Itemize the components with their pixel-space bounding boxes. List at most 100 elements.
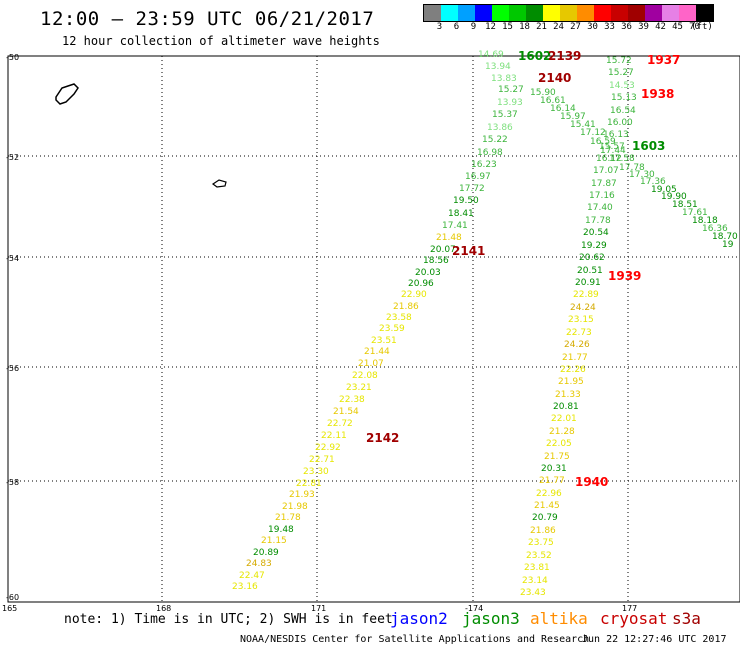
- swh-value-label: 21.98: [282, 502, 308, 512]
- lat-label-58: -58: [6, 478, 20, 487]
- time-label-1602: 1602: [518, 49, 552, 63]
- legend-swatch: [594, 5, 611, 21]
- legend-swatch: [458, 5, 475, 21]
- island-small-islet: [211, 179, 227, 188]
- legend-swatch: [679, 5, 696, 21]
- lon-label-174: -174: [465, 604, 484, 613]
- color-legend: [423, 4, 714, 22]
- legend-swatch: [526, 5, 543, 21]
- swh-value-label: 18.51: [672, 200, 698, 210]
- legend-swatch: [543, 5, 560, 21]
- swh-value-label: 16.13: [603, 130, 629, 140]
- swh-value-label: 17.78: [585, 216, 611, 226]
- swh-value-label: 21.95: [558, 377, 584, 387]
- swh-value-label: 17.07: [593, 166, 619, 176]
- swh-value-label: 21.28: [549, 427, 575, 437]
- footer-timestamp: Jun 22 12:27:46 UTC 2017: [582, 634, 727, 645]
- map-frame: [7, 55, 740, 603]
- swh-value-label: 15.27: [608, 68, 634, 78]
- swh-value-label: 15.13: [611, 93, 637, 103]
- swh-value-label: 17.40: [587, 203, 613, 213]
- satellite-label-jason2: jason2: [390, 609, 448, 628]
- color-legend-labels: 3 6 9 12 15 18 21 24 27 30 33 36 39 42 45 70 (ft): [423, 22, 740, 34]
- satellite-label-cryosat: cryosat: [600, 609, 668, 628]
- swh-value-label: 22.72: [327, 419, 353, 429]
- swh-value-label: 22.47: [239, 571, 265, 581]
- swh-value-label: 22.92: [315, 443, 341, 453]
- swh-value-label: 20.89: [253, 548, 279, 558]
- legend-tick-label: 36: [621, 22, 632, 32]
- swh-value-label: 16.61: [540, 96, 566, 106]
- swh-value-label: 16.36: [702, 224, 728, 234]
- time-label-1939: 1939: [608, 269, 642, 283]
- swh-value-label: 16.98: [477, 148, 503, 158]
- swh-value-label: 24.24: [570, 303, 596, 313]
- swh-value-label: 15.27: [498, 85, 524, 95]
- swh-value-label: 22.71: [309, 455, 335, 465]
- swh-value-label: 22.73: [566, 328, 592, 338]
- swh-value-label: 22.08: [352, 371, 378, 381]
- swh-value-label: 13.83: [491, 74, 517, 84]
- swh-value-label: 18.70: [712, 232, 738, 242]
- lat-label-54: -54: [6, 254, 20, 263]
- swh-value-label: 22.81: [296, 479, 322, 489]
- swh-value-label: 14.53: [609, 81, 635, 91]
- swh-value-label: 21.78: [275, 513, 301, 523]
- swh-value-label: 20.62: [579, 253, 605, 263]
- swh-value-label: 17.61: [682, 208, 708, 218]
- swh-value-label: 23.59: [379, 324, 405, 334]
- legend-tick-label: 27: [570, 22, 581, 32]
- swh-value-label: 21.45: [534, 501, 560, 511]
- lon-label-177: 177: [622, 604, 638, 613]
- legend-swatch: [696, 5, 713, 21]
- legend-tick-label: 39: [638, 22, 649, 32]
- swh-value-label: 22.96: [536, 489, 562, 499]
- swh-value-label: 19.50: [453, 196, 479, 206]
- time-label-1937: 1937: [647, 53, 681, 67]
- swh-value-label: 22.89: [573, 290, 599, 300]
- legend-tick-label: 9: [470, 22, 477, 32]
- swh-value-label: 21.77: [539, 476, 565, 486]
- satellite-label-jason3: jason3: [462, 609, 520, 628]
- lon-label-168: 168: [156, 604, 172, 613]
- swh-value-label: 17.78: [619, 163, 645, 173]
- swh-value-label: 16.59: [590, 137, 616, 147]
- swh-value-label: 20.96: [408, 279, 434, 289]
- swh-value-label: 20.31: [541, 464, 567, 474]
- swh-value-label: 16.14: [550, 104, 576, 114]
- legend-swatch: [611, 5, 628, 21]
- legend-tick-label: 24: [553, 22, 564, 32]
- legend-swatch: [560, 5, 577, 21]
- swh-value-label: 16.00: [607, 118, 633, 128]
- swh-value-label: 13.93: [497, 98, 523, 108]
- swh-value-label: 15.22: [482, 135, 508, 145]
- legend-swatch: [662, 5, 679, 21]
- swh-value-label: 23.75: [528, 538, 554, 548]
- swh-value-label: 16.54: [610, 106, 636, 116]
- swh-value-label: 22.01: [551, 414, 577, 424]
- page-subtitle: 12 hour collection of altimeter wave hei…: [62, 34, 380, 48]
- legend-tick-label: 45: [672, 22, 683, 32]
- lon-label-171: 171: [311, 604, 327, 613]
- page-title: 12:00 – 23:59 UTC 06/21/2017: [40, 8, 375, 30]
- time-label-2139: 2139: [548, 49, 582, 63]
- swh-value-label: 20.54: [583, 228, 609, 238]
- swh-value-label: 20.79: [532, 513, 558, 523]
- swh-value-label: 24.83: [246, 559, 272, 569]
- legend-swatch: [441, 5, 458, 21]
- swh-value-label: 22.11: [321, 431, 347, 441]
- swh-value-label: 21.07: [358, 359, 384, 369]
- legend-tick-label: 18: [519, 22, 530, 32]
- swh-value-label: 23.14: [522, 576, 548, 586]
- swh-value-label: 23.43: [520, 588, 546, 598]
- swh-value-label: 16.97: [465, 172, 491, 182]
- swh-value-label: 17.16: [589, 191, 615, 201]
- time-label-1603: 1603: [632, 139, 666, 153]
- lon-label-165: 165: [2, 604, 18, 613]
- swh-value-label: 19.29: [581, 241, 607, 251]
- swh-value-label: 17.12: [580, 128, 606, 138]
- swh-value-label: 14.69: [478, 50, 504, 60]
- swh-value-label: 17.87: [591, 179, 617, 189]
- swh-value-label: 17.41: [442, 221, 468, 231]
